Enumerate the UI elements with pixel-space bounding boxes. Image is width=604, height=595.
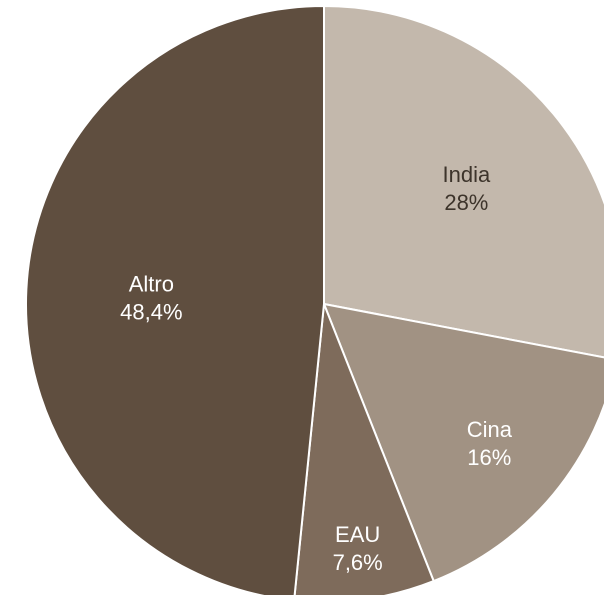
slice-value-cina: 16% [467,445,511,470]
pie-slice-cina [322,302,604,583]
pie-slice-india [323,4,604,359]
slice-value-altro: 48,4% [120,299,182,324]
slice-label-eau: EAU [335,522,380,547]
slice-label-cina: Cina [467,417,513,442]
slice-value-india: 28% [444,190,488,215]
slice-label-altro: Altro [129,271,174,296]
pie-slice-altro [25,4,325,595]
slice-value-eau: 7,6% [333,550,383,575]
slice-label-india: India [443,162,491,187]
pie-slice-eau [293,303,435,595]
